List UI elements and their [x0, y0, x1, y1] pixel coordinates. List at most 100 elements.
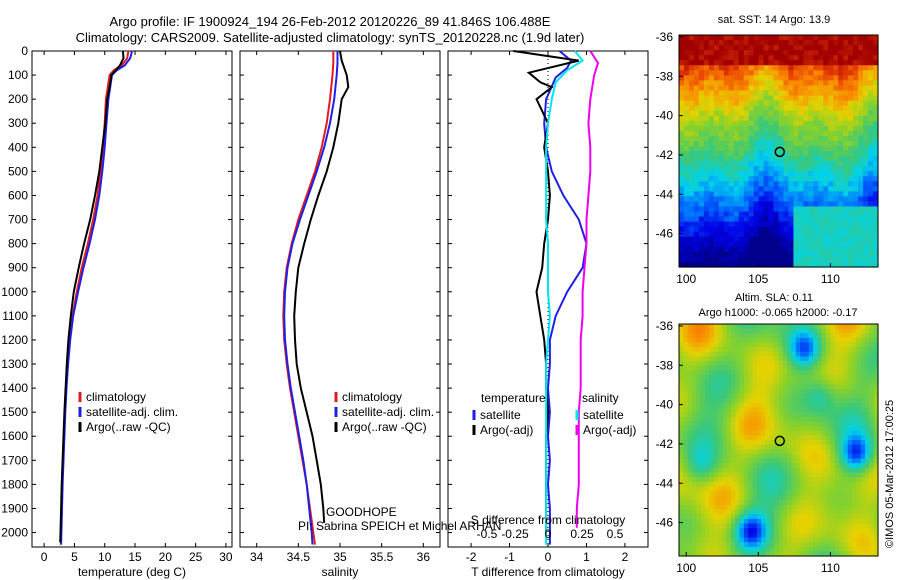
sla_map-cell — [691, 537, 697, 543]
sst_map-cell — [713, 75, 720, 81]
sla_map-cell — [683, 491, 689, 497]
sla_map-cell — [765, 486, 771, 492]
sst_map-cell — [683, 130, 690, 137]
sla_map-cell — [808, 421, 814, 427]
sla_map-cell — [795, 453, 801, 460]
sst_map-cell — [688, 105, 695, 112]
sla_map-cell — [839, 351, 844, 358]
sla_map-cell — [808, 388, 814, 395]
sst_map-cell — [738, 186, 745, 192]
sla_map-cell — [717, 384, 723, 390]
sst_map-cell — [688, 166, 695, 172]
sla_map-cell — [774, 477, 780, 483]
sla_map-cell — [826, 365, 832, 371]
sst_map-cell — [713, 55, 720, 61]
sla_map-cell — [683, 351, 689, 358]
difference-series-temperature-satellite — [543, 50, 588, 545]
sla_map-cell — [817, 365, 823, 371]
sla_map-cell — [839, 384, 844, 390]
sla_map-cell — [843, 518, 849, 525]
difference-xtick-label: 1 — [583, 550, 590, 564]
sst_map-cell — [838, 90, 844, 97]
sla_map-cell — [808, 472, 814, 478]
sst_map-cell — [748, 140, 755, 147]
sst_map-cell — [798, 40, 804, 46]
sla_map-cell — [873, 472, 879, 478]
sst_map-cell — [818, 135, 824, 142]
sla_map-cell — [813, 486, 819, 492]
sla_map-cell — [791, 421, 797, 427]
sla_map-cell — [800, 504, 806, 511]
sst_map-cell — [863, 231, 869, 238]
sst_map-cell — [823, 60, 829, 66]
sla_map-cell — [756, 402, 762, 409]
sla_map-cell — [743, 365, 749, 371]
sst_map-cell — [758, 236, 765, 243]
sla_map-cell — [782, 388, 788, 395]
sst_map-cell — [743, 201, 750, 208]
sst_map-cell — [713, 100, 720, 107]
sla_map-cell — [774, 365, 780, 371]
sst_map-cell — [828, 100, 834, 107]
sla_map-cell — [752, 463, 758, 469]
sla_map-cell — [739, 412, 745, 418]
sla_map-cell — [774, 528, 780, 534]
sla_map-cell — [778, 509, 784, 515]
sla_map-cell — [873, 379, 879, 385]
sla_map-cell — [830, 333, 836, 339]
sst_map-cell — [873, 166, 879, 172]
sst_map-cell — [813, 216, 819, 223]
sst_map-cell — [683, 110, 690, 117]
sst_map-cell — [683, 161, 690, 167]
sst_map-cell — [773, 120, 780, 127]
sst_map-cell — [838, 181, 844, 187]
sla_map-cell — [860, 551, 866, 557]
sst_map-cell — [873, 171, 879, 177]
sla_map-cell — [791, 542, 797, 548]
sst_map-cell — [708, 171, 715, 177]
sla_map-cell — [852, 477, 857, 483]
sst_map-cell — [768, 176, 775, 182]
sla_map-cell — [756, 495, 762, 501]
sla_map-cell — [691, 486, 697, 492]
sla_map-cell — [817, 532, 823, 539]
sla_map-cell — [813, 361, 819, 367]
sla_map-cell — [873, 491, 879, 497]
sst_map-cell — [858, 161, 864, 167]
sla_map-cell — [761, 351, 767, 358]
sla_map-cell — [743, 463, 749, 469]
sla_map-cell — [696, 495, 702, 501]
sst_map-cell — [793, 145, 799, 152]
sla_map-cell — [704, 388, 710, 395]
sla_map-cell — [700, 356, 706, 362]
sla_map-cell — [752, 398, 758, 404]
sla_map-cell — [691, 407, 697, 413]
sst_map-cell — [828, 95, 834, 102]
sla_map-cell — [704, 504, 710, 511]
sla_map-cell — [743, 384, 749, 390]
sst_map-cell — [688, 261, 695, 268]
sla_map-cell — [782, 398, 788, 404]
sla_map-cell — [839, 491, 844, 497]
sla_map-cell — [791, 398, 797, 404]
sst_map-cell — [858, 156, 864, 162]
sla_map-cell — [843, 379, 849, 385]
sla_map-cell — [683, 546, 689, 552]
sla_map-cell — [726, 342, 732, 348]
sla_map-cell — [869, 542, 875, 548]
sst_map-cell — [808, 130, 814, 137]
sst_map-cell — [693, 201, 700, 208]
sst_map-cell — [748, 216, 755, 223]
sst_map-cell — [693, 211, 700, 218]
sst_map-cell — [748, 156, 755, 162]
sla_map-cell — [743, 393, 749, 399]
sst_map-cell — [758, 55, 765, 61]
sst_map-cell — [858, 65, 864, 71]
sst_map-cell — [848, 181, 854, 187]
sst_map-cell — [783, 85, 790, 92]
sst_map-cell — [783, 60, 790, 66]
sla_map-cell — [743, 379, 749, 385]
sla_map-cell — [704, 514, 710, 520]
sst_map-cell — [778, 236, 785, 243]
sst_map-cell — [778, 166, 785, 172]
